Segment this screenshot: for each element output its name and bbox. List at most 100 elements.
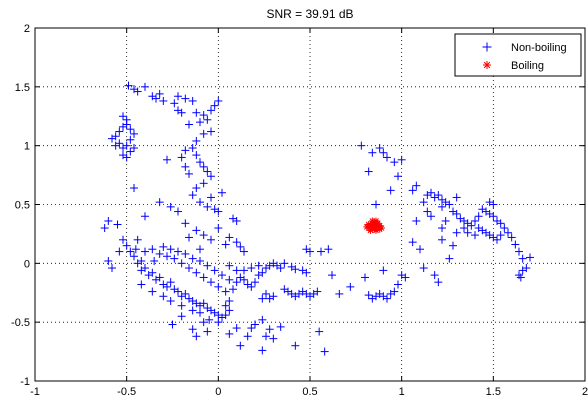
non-boiling-point: [203, 115, 212, 124]
non-boiling-point: [445, 200, 454, 209]
non-boiling-point: [315, 327, 324, 336]
non-boiling-point: [185, 264, 193, 273]
boiling-point: [363, 223, 371, 231]
non-boiling-point: [141, 264, 149, 273]
non-boiling-point: [188, 325, 197, 334]
non-boiling-point: [181, 219, 190, 228]
non-boiling-point: [496, 231, 505, 240]
non-boiling-point: [192, 184, 201, 193]
non-boiling-point: [196, 256, 204, 265]
non-boiling-point: [185, 120, 193, 129]
non-boiling-point: [364, 167, 373, 176]
non-boiling-point: [427, 212, 435, 221]
y-tick-label: -0.5: [11, 317, 30, 329]
non-boiling-point: [126, 247, 135, 256]
non-boiling-point: [203, 202, 212, 211]
non-boiling-point: [188, 96, 197, 105]
non-boiling-point: [111, 141, 120, 150]
non-boiling-point: [170, 99, 179, 108]
non-boiling-point: [148, 245, 157, 254]
non-boiling-point: [383, 294, 391, 303]
non-boiling-point: [390, 287, 399, 296]
non-boiling-point: [302, 268, 311, 277]
non-boiling-point: [174, 247, 182, 256]
non-boiling-point: [203, 261, 212, 270]
non-boiling-point: [166, 202, 175, 211]
non-boiling-point: [225, 306, 234, 315]
non-boiling-point: [188, 191, 197, 200]
non-boiling-point: [155, 273, 164, 282]
non-boiling-point: [401, 273, 410, 282]
x-tick-label: -1: [30, 386, 40, 398]
non-boiling-point: [122, 115, 131, 124]
non-boiling-point: [177, 259, 186, 268]
non-boiling-point: [192, 226, 201, 235]
non-boiling-point: [526, 253, 534, 262]
non-boiling-point: [394, 172, 402, 181]
non-boiling-point: [452, 193, 461, 202]
non-boiling-point: [130, 129, 138, 138]
non-boiling-point: [141, 82, 149, 91]
non-boiling-point: [199, 273, 208, 282]
non-boiling-point: [452, 228, 461, 237]
non-boiling-point: [214, 282, 223, 291]
non-boiling-point: [159, 96, 168, 105]
non-boiling-point: [313, 287, 322, 296]
non-boiling-point: [320, 347, 329, 356]
boiling-point: [370, 221, 378, 229]
non-boiling-point: [185, 233, 193, 242]
non-boiling-point: [251, 320, 259, 329]
non-boiling-point: [177, 153, 186, 162]
non-boiling-point: [397, 155, 406, 164]
non-boiling-point: [372, 200, 380, 209]
boiling-point: [378, 224, 385, 232]
legend-boiling-marker: [483, 61, 491, 69]
non-boiling-point: [225, 275, 234, 284]
non-boiling-point: [240, 266, 248, 275]
non-boiling-point: [196, 245, 204, 254]
non-boiling-point: [221, 311, 230, 320]
non-boiling-point: [196, 158, 204, 167]
non-boiling-point: [155, 198, 164, 207]
non-boiling-point: [207, 278, 215, 287]
non-boiling-point: [170, 254, 179, 263]
non-boiling-point: [126, 147, 135, 156]
non-boiling-point: [280, 259, 289, 268]
non-boiling-point: [368, 148, 377, 157]
non-boiling-point: [159, 292, 168, 301]
data-points: [100, 81, 534, 356]
non-boiling-point: [150, 256, 159, 265]
non-boiling-point: [324, 245, 333, 254]
non-boiling-point: [159, 242, 168, 251]
non-boiling-point: [379, 148, 388, 157]
y-tick-label: 0: [24, 258, 30, 270]
non-boiling-point: [207, 193, 215, 202]
non-boiling-point: [515, 271, 523, 280]
non-boiling-point: [207, 172, 215, 181]
non-boiling-point: [243, 332, 252, 341]
non-boiling-point: [258, 315, 267, 324]
non-boiling-point: [124, 81, 133, 90]
non-boiling-point: [188, 144, 197, 153]
non-boiling-point: [357, 141, 366, 150]
non-boiling-point: [126, 125, 135, 134]
non-boiling-point: [221, 287, 230, 296]
non-boiling-point: [210, 101, 219, 110]
non-boiling-point: [225, 296, 234, 305]
non-boiling-point: [232, 238, 241, 247]
non-boiling-point: [291, 265, 300, 274]
non-boiling-point: [225, 233, 234, 242]
non-boiling-point: [199, 162, 208, 171]
non-boiling-point: [133, 235, 142, 244]
non-boiling-point: [430, 271, 439, 280]
plot-border: [34, 27, 586, 382]
non-boiling-point: [168, 320, 177, 329]
non-boiling-point: [214, 207, 223, 216]
non-boiling-point: [240, 275, 248, 284]
non-boiling-point: [199, 299, 208, 308]
non-boiling-point: [265, 294, 274, 303]
non-boiling-point: [192, 136, 201, 145]
non-boiling-point: [113, 220, 122, 229]
non-boiling-point: [188, 306, 197, 315]
non-boiling-point: [174, 207, 182, 216]
